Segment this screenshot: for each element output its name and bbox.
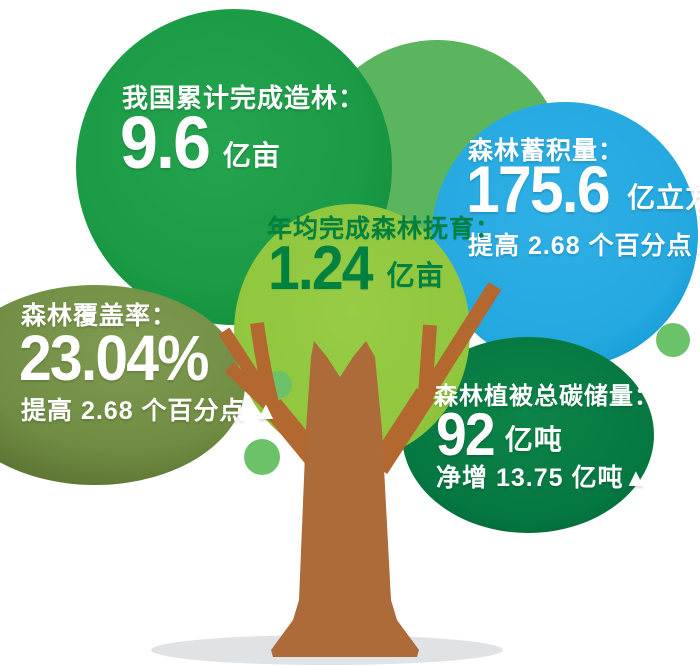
stock-delta: 提高 2.68 个百分点▲ bbox=[468, 232, 700, 260]
stock-value: 175.6 bbox=[466, 152, 611, 226]
afforestation-value: 9.6 bbox=[120, 101, 211, 184]
afforestation-label: 我国累计完成造林： bbox=[122, 83, 366, 113]
afforestation-unit: 亿亩 bbox=[222, 139, 281, 171]
coverage-value: 23.04% bbox=[19, 322, 209, 394]
stock-unit: 亿立方米 bbox=[627, 181, 700, 213]
tree-branch-right-stem bbox=[368, 388, 436, 474]
canopy-circle-stock-blue bbox=[432, 102, 698, 368]
tending-value: 1.24 bbox=[268, 234, 373, 303]
tending-label: 年均完成森林抚育： bbox=[267, 215, 502, 243]
carbon-unit: 亿吨 bbox=[504, 424, 563, 456]
stock-value-row: 175.6 亿立方米 bbox=[466, 152, 700, 226]
carbon-value-row: 92 亿吨 bbox=[436, 401, 563, 468]
coverage-delta: 提高 2.68 个百分点 ▲ bbox=[21, 397, 280, 425]
tending-unit: 亿亩 bbox=[386, 260, 445, 292]
tending-value-row: 1.24 亿亩 bbox=[268, 234, 445, 303]
canopy-circle-coverage-olive bbox=[0, 285, 245, 485]
afforestation-value-row: 9.6 亿亩 bbox=[120, 101, 281, 184]
tree-branch-left-out bbox=[224, 362, 278, 414]
carbon-value: 92 bbox=[436, 401, 496, 468]
canopy-circle-tending-light bbox=[234, 204, 470, 460]
coverage-label: 森林覆盖率： bbox=[21, 302, 178, 330]
tree-branches bbox=[218, 281, 502, 475]
leaf-dot bbox=[244, 439, 280, 475]
carbon-label: 森林植被总碳储量： bbox=[434, 383, 659, 410]
stock-label: 森林蓄积量： bbox=[468, 137, 625, 165]
coverage-value-row: 23.04% bbox=[19, 322, 224, 394]
leaf-dot bbox=[656, 323, 690, 357]
tree-trunk bbox=[271, 341, 419, 657]
carbon-delta: 净增 13.75 亿吨▲ bbox=[436, 464, 650, 492]
tree-branch-right-long bbox=[417, 281, 502, 403]
canopy-circle-carbon bbox=[402, 337, 654, 533]
